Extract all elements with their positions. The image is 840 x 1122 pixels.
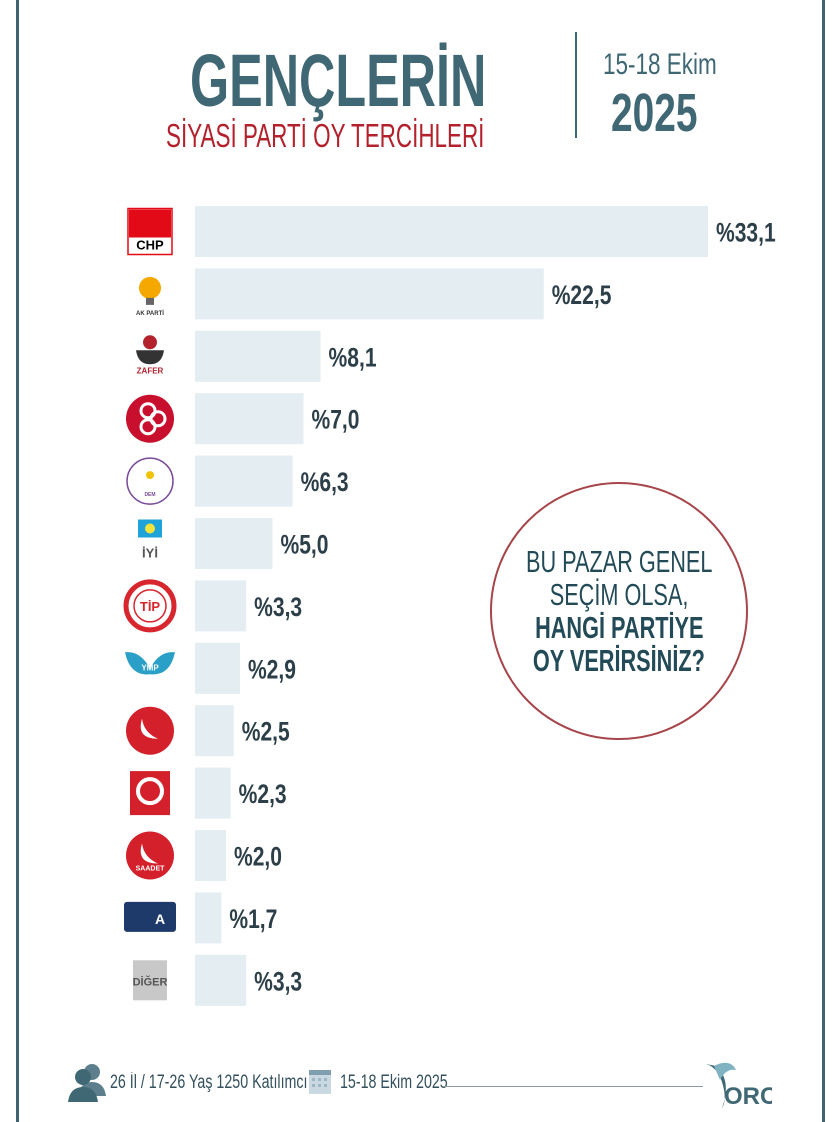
data-label: %6,3: [301, 468, 349, 498]
question-line-3: HANGİ PARTİYE: [534, 610, 704, 645]
bar: [195, 268, 544, 320]
party-logo: YMP: [125, 652, 175, 675]
logo-lettering: DEM: [144, 492, 155, 498]
footer-sample-info: 26 İl / 17-26 Yaş 1250 Katılımcı: [110, 1072, 373, 1094]
logo-lettering: İYİ: [142, 546, 158, 561]
data-label: %1,7: [229, 904, 277, 934]
data-label: %2,3: [239, 780, 287, 810]
footer-dates: 15-18 Ekim 2025: [340, 1072, 484, 1094]
party-logo: [130, 771, 170, 816]
bar: [195, 455, 293, 507]
bar: [195, 642, 240, 694]
party-logo: [126, 706, 174, 755]
data-label: %33,1: [716, 218, 776, 248]
party-logo: AK PARTİ: [136, 276, 164, 317]
bar-row: %7,0: [126, 393, 359, 445]
question-circle: BU PAZAR GENEL SEÇİM OLSA, HANGİ PARTİYE…: [490, 482, 748, 740]
data-label: %2,0: [234, 842, 282, 872]
bar-row: %33,1 CHP: [127, 206, 776, 257]
bar: [195, 518, 273, 569]
bar: [195, 580, 247, 632]
sample-text: 26 İl / 17-26 Yaş 1250 Katılımcı: [110, 1072, 308, 1093]
bar-row: %1,7 A: [124, 892, 277, 944]
footer-divider: [445, 1086, 703, 1087]
party-logo: İYİ: [138, 519, 162, 561]
bar-row: %3,3 TİP: [123, 579, 302, 633]
party-logo: A: [124, 901, 176, 932]
logo-lettering: YMP: [141, 663, 159, 672]
calendar-icon: [309, 1070, 331, 1094]
question-line-2: SEÇİM OLSA,: [549, 577, 689, 612]
data-label: %2,9: [248, 655, 296, 685]
page-title: GENÇLERİN: [190, 38, 626, 123]
bar-row: %2,0 SAADET: [126, 830, 282, 881]
bar: [195, 206, 708, 257]
logo-lettering: A: [155, 911, 165, 927]
bar-row: %8,1 ZAFER: [136, 330, 377, 382]
bar: [195, 705, 234, 757]
party-logo: SAADET: [126, 831, 174, 880]
orc-logo: ORC: [706, 1062, 772, 1110]
bar: [195, 330, 321, 382]
page-subtitle: SİYASİ PARTİ OY TERCİHLERİ: [166, 117, 634, 155]
bar-row: %2,3: [130, 767, 287, 819]
question-line-4: OY VERİRSİNİZ?: [532, 643, 706, 678]
question-line-1: BU PAZAR GENEL: [525, 544, 713, 579]
data-label: %3,3: [254, 592, 302, 622]
logo-lettering: DİĞER: [133, 975, 168, 988]
people-icon: [68, 1064, 106, 1102]
logo-lettering: AK PARTİ: [136, 310, 164, 317]
logo-lettering: SAADET: [136, 866, 166, 873]
header-year: 2025: [611, 82, 731, 144]
party-logo: CHP: [127, 207, 173, 256]
logo-lettering: TİP: [140, 599, 161, 614]
bar: [195, 393, 304, 445]
bar-row: %2,9 YMP: [125, 642, 296, 694]
data-label: %3,3: [254, 967, 302, 997]
data-label: %22,5: [552, 280, 612, 310]
title-text: GENÇLERİN: [190, 39, 487, 122]
dates-text: 15-18 Ekim 2025: [340, 1072, 448, 1093]
year-text: 2025: [611, 83, 698, 143]
bar-row: %5,0 İYİ: [138, 518, 328, 569]
bar-row: %2,5: [126, 705, 290, 757]
logo-lettering: ZAFER: [137, 366, 164, 375]
data-label: %2,5: [242, 717, 290, 747]
party-logo: [126, 394, 174, 443]
bar: [195, 892, 222, 944]
bar: [195, 954, 247, 1006]
header-divider: [575, 32, 577, 138]
frame-left-border: [16, 0, 19, 1122]
bar-row: %3,3 DİĞER: [133, 954, 302, 1006]
party-logo: ZAFER: [136, 335, 164, 375]
svg-text:ORC: ORC: [724, 1083, 772, 1110]
party-logo: DEM: [126, 457, 174, 505]
bar: [195, 830, 226, 881]
data-label: %5,0: [280, 530, 328, 560]
subtitle-text: SİYASİ PARTİ OY TERCİHLERİ: [166, 117, 485, 154]
date-range-text: 15-18 Ekim: [603, 48, 717, 81]
data-label: %7,0: [311, 405, 359, 435]
logo-lettering: CHP: [136, 238, 164, 253]
bar: [195, 767, 231, 819]
frame-right-border: [822, 0, 825, 1122]
bar-row: %22,5 AK PARTİ: [136, 268, 612, 320]
data-label: %8,1: [329, 343, 377, 373]
party-logo: TİP: [123, 579, 177, 633]
header-date-range: 15-18 Ekim: [603, 48, 755, 82]
footer: 26 İl / 17-26 Yaş 1250 Katılımcı 15-18 E…: [0, 1060, 840, 1110]
party-logo: DİĞER: [133, 960, 168, 1001]
bar-row: %6,3 DEM: [126, 455, 349, 507]
